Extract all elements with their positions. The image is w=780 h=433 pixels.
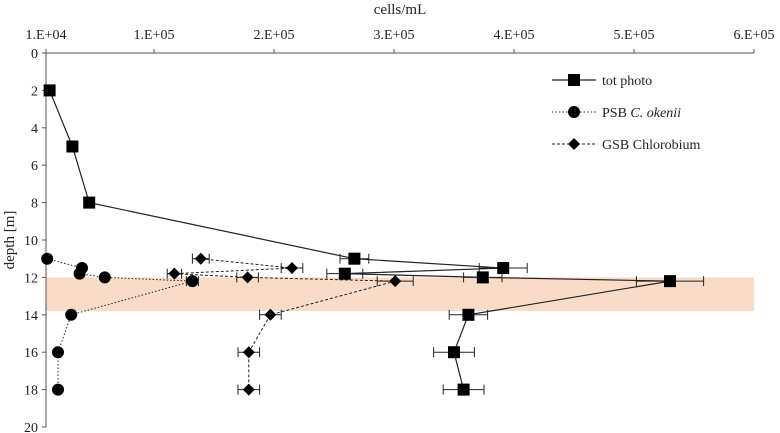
y-tick-label: 16 [24, 346, 38, 361]
data-point [242, 346, 255, 359]
data-point [664, 275, 676, 288]
legend-label: PSB C. okenii [602, 106, 681, 121]
data-point [241, 271, 254, 284]
legend-marker [568, 106, 580, 118]
data-point [448, 346, 460, 359]
x-tick-label: 1.E+04 [26, 28, 67, 43]
x-tick-label: 3.E+05 [374, 28, 415, 43]
series-lines [47, 90, 671, 390]
y-axis-title: depth [m] [2, 211, 18, 270]
data-point [98, 271, 111, 284]
x-tick-label: 2.E+05 [254, 28, 295, 43]
legend-label: tot photo [602, 74, 652, 89]
x-tick-label: 6.E+05 [734, 28, 775, 43]
data-point [83, 196, 96, 209]
x-tick-label: 5.E+05 [614, 28, 655, 43]
data-point [65, 308, 78, 321]
y-tick-label: 6 [31, 159, 38, 174]
data-point [348, 252, 361, 265]
legend-marker [568, 74, 580, 86]
data-point [476, 271, 489, 284]
legend: tot photo PSB C. okenii GSB Chlorobium [552, 74, 701, 153]
data-point [457, 383, 470, 396]
data-point [66, 140, 79, 153]
y-tick-label: 14 [24, 309, 38, 324]
data-point [43, 84, 56, 97]
data-point [186, 275, 199, 288]
data-point [52, 346, 64, 359]
legend-label: GSB Chlorobium [602, 138, 701, 153]
x-axis-title: cells/mL [374, 2, 427, 18]
data-point [338, 267, 351, 280]
data-point [462, 308, 475, 321]
y-tick-label: 10 [24, 234, 38, 249]
y-tick-label: 8 [31, 197, 38, 212]
y-tick-label: 20 [24, 421, 38, 433]
series-line [49, 90, 671, 390]
series-line [174, 258, 396, 390]
data-point [73, 267, 86, 280]
y-tick-label: 2 [31, 84, 38, 99]
x-tick-label: 4.E+05 [494, 28, 535, 43]
y-tick-label: 4 [31, 122, 38, 137]
data-point [242, 383, 255, 396]
data-point [286, 262, 298, 275]
data-markers [41, 84, 676, 396]
y-tick-label: 18 [24, 384, 38, 399]
data-point [497, 262, 510, 275]
data-point [168, 267, 181, 280]
data-point [194, 252, 207, 265]
y-tick-label: 12 [24, 271, 38, 286]
data-point [389, 275, 402, 288]
data-point [41, 252, 54, 265]
y-tick-label: 0 [31, 47, 38, 62]
highlight-band [46, 277, 754, 312]
axes: 1.E+04 1.E+05 2.E+05 3.E+05 4.E+05 5.E+05 6.E+… [24, 28, 774, 433]
legend-marker [568, 138, 580, 150]
data-point [52, 383, 64, 396]
x-tick-label: 1.E+05 [134, 28, 175, 43]
data-point [264, 308, 277, 321]
